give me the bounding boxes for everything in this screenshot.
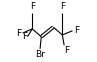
Text: Br: Br bbox=[35, 50, 45, 59]
Text: F: F bbox=[16, 29, 21, 38]
Text: F: F bbox=[22, 32, 27, 41]
Text: F: F bbox=[64, 46, 69, 55]
Text: F: F bbox=[74, 26, 79, 35]
Text: F: F bbox=[30, 2, 35, 11]
Text: F: F bbox=[60, 2, 65, 11]
